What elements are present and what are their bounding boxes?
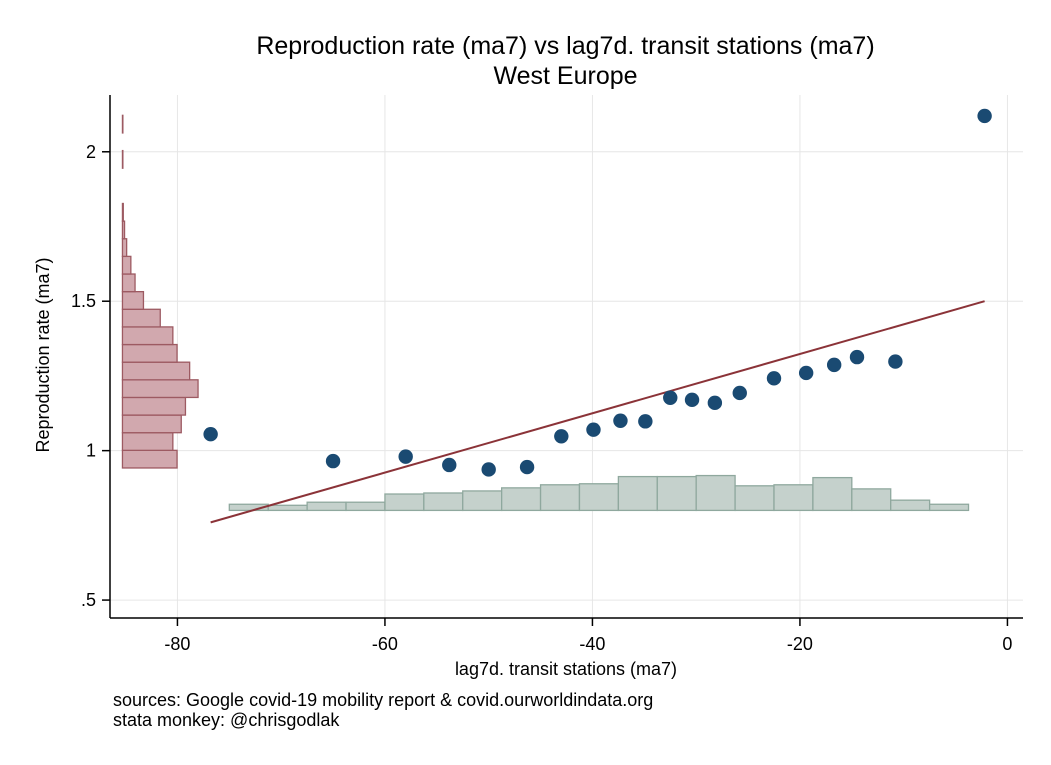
- scatter-point: [554, 429, 569, 444]
- scatter-point: [798, 365, 814, 381]
- y-histogram-bar: [121, 449, 178, 469]
- y-tick-label: .5: [81, 590, 96, 610]
- scatter-point: [684, 392, 700, 408]
- fit-line-group: [210, 300, 985, 524]
- scatter-point: [826, 357, 842, 373]
- scatter-points: [203, 108, 992, 477]
- fit-line: [210, 300, 985, 524]
- y-histogram-bar: [121, 308, 161, 328]
- y-histogram-bar: [121, 202, 124, 222]
- x-histogram-bar: [734, 485, 775, 512]
- y-histogram-bar: [121, 273, 136, 293]
- x-histogram-bar: [306, 501, 347, 512]
- scatter-point: [732, 385, 747, 401]
- scatter-point: [663, 390, 678, 405]
- scatter-point: [325, 453, 341, 469]
- x-histogram-bar: [656, 475, 697, 512]
- scatter-point: [398, 449, 413, 464]
- scatter-point: [977, 108, 992, 124]
- scatter-point: [849, 349, 865, 365]
- y-axis-label: Reproduction rate (ma7): [33, 257, 53, 452]
- y-histogram: [121, 114, 199, 469]
- x-histogram-bar: [267, 504, 308, 512]
- y-tick-label: 1: [86, 441, 96, 461]
- y-histogram-bar: [121, 414, 182, 434]
- scatter-point: [766, 371, 782, 386]
- x-tick-label: -80: [164, 634, 190, 654]
- scatter-point: [638, 414, 653, 429]
- x-histogram-bar: [578, 483, 620, 512]
- x-histogram-bar: [501, 487, 542, 512]
- scatter-point: [888, 354, 903, 369]
- grid-lines: [110, 95, 1023, 618]
- y-histogram-bar: [121, 396, 187, 416]
- x-histogram: [228, 474, 970, 512]
- scatter-point: [203, 427, 218, 442]
- scatter-point: [442, 457, 457, 473]
- x-histogram-bar: [695, 474, 736, 512]
- sources-note: sources: Google covid-19 mobility report…: [113, 690, 654, 710]
- credit-note: stata monkey: @chrisgodlak: [113, 710, 340, 730]
- y-histogram-bar: [121, 432, 174, 451]
- x-tick-label: 0: [1002, 634, 1012, 654]
- scatter-point: [481, 462, 496, 477]
- x-tick-label: -60: [372, 634, 398, 654]
- x-histogram-bar: [851, 488, 892, 512]
- y-histogram-bar: [121, 290, 145, 310]
- y-histogram-bar: [121, 343, 178, 363]
- scatter-point: [613, 413, 628, 428]
- axes: -80 -60 -40 -20 0 .5 1 1.5 2: [71, 95, 1023, 654]
- y-tick-label: 1.5: [71, 291, 96, 311]
- chart-subtitle: West Europe: [493, 62, 638, 90]
- y-histogram-bar: [121, 255, 132, 275]
- scatter-point: [586, 422, 601, 437]
- y-histogram-bar: [121, 220, 126, 240]
- chart-title: Reproduction rate (ma7) vs lag7d. transi…: [256, 32, 875, 60]
- y-tick-label: 2: [86, 142, 96, 162]
- y-histogram-bar: [121, 379, 199, 399]
- x-histogram-bar: [617, 475, 658, 512]
- x-histogram-bar: [890, 499, 931, 512]
- x-histogram-bar: [928, 503, 970, 512]
- scatter-point: [707, 395, 723, 411]
- x-histogram-bar: [539, 484, 581, 512]
- x-histogram-bar: [462, 490, 503, 512]
- y-histogram-bar: [121, 238, 128, 258]
- scatter-point: [519, 459, 535, 475]
- x-axis-label: lag7d. transit stations (ma7): [455, 659, 677, 679]
- x-histogram-bar: [345, 501, 386, 512]
- x-histogram-bar: [423, 492, 464, 512]
- x-histogram-bar: [812, 476, 853, 512]
- x-tick-label: -40: [579, 634, 605, 654]
- x-histogram-bar: [384, 493, 425, 512]
- y-histogram-bar: [121, 326, 174, 346]
- y-histogram-bar: [121, 361, 191, 381]
- x-tick-label: -20: [787, 634, 813, 654]
- x-histogram-bar: [773, 484, 814, 512]
